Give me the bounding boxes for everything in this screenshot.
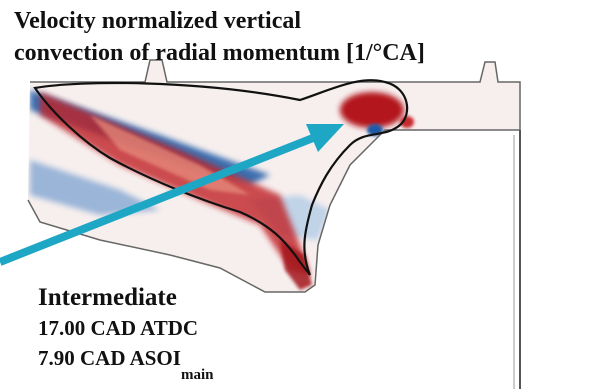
pointer-arrow-shaft	[0, 132, 320, 266]
case-soi-label: 7.90 CAD ASOImain	[38, 346, 214, 383]
case-soi-subscript: main	[181, 367, 214, 383]
pointer-arrow-head	[306, 124, 344, 152]
positive-recirculation-zone	[340, 92, 404, 128]
chamber-field	[27, 59, 521, 389]
mixture-contour-line	[33, 79, 409, 276]
pointer-arrow	[0, 124, 344, 266]
chamber-outline	[27, 59, 521, 293]
positive-plume-main	[40, 92, 310, 275]
negative-streak-lower	[30, 160, 160, 215]
figure-title-line2: convection of radial momentum [1/°CA]	[14, 40, 425, 66]
positive-bowl-rim	[280, 240, 312, 290]
case-name-label: Intermediate	[38, 284, 177, 311]
figure-title-line1: Velocity normalized vertical	[14, 8, 301, 34]
case-soi-value: 7.90 CAD ASOI	[38, 346, 181, 370]
case-time-label: 17.00 CAD ATDC	[38, 316, 198, 340]
